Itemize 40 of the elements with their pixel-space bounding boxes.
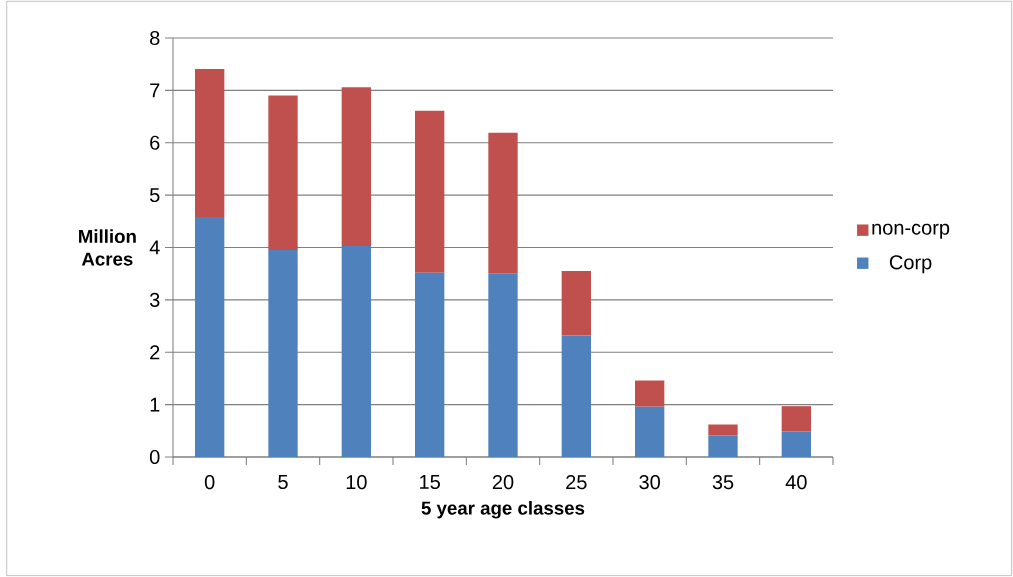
bar [561,271,591,336]
y-tick-label: 2 [150,345,160,360]
bar [781,431,811,457]
bar [708,435,738,457]
y-tick-label: 5 [149,188,160,203]
x-tick-label: 25 [566,475,587,490]
bar [488,273,518,457]
legend-label: non-corp [872,223,950,239]
bar [268,250,298,457]
y-tick-label: 1 [150,397,160,412]
y-tick-label: 7 [150,83,160,98]
bar [781,406,811,432]
x-tick-label: 15 [420,475,440,489]
bar [635,406,665,457]
y-tick-label: 8 [150,30,160,46]
y-tick-label: 0 [149,449,160,465]
x-tick-label: 0 [204,475,215,490]
legend-label: Corp [889,255,932,274]
x-tick-label: 35 [712,475,734,490]
y-tick-label: 3 [149,292,160,307]
x-axis-title: 5 year age classes [421,501,585,519]
x-tick-label: 5 [278,475,288,489]
x-tick-label: 20 [492,475,514,490]
x-tick-label: 10 [346,475,367,490]
bar [268,95,298,251]
bar [415,272,445,457]
bar [488,132,518,274]
bar [561,335,591,457]
bar [195,217,225,457]
bar [195,68,225,218]
bar [415,110,445,273]
y-tick-label: 4 [149,240,160,255]
bar [635,380,665,407]
x-tick-label: 40 [785,475,807,490]
y-tick-label: 6 [150,135,160,150]
bar [708,424,738,436]
bar [341,87,371,246]
x-tick-label: 30 [639,475,660,490]
bar [341,245,371,457]
y-axis-title: Million Acres [79,229,136,266]
